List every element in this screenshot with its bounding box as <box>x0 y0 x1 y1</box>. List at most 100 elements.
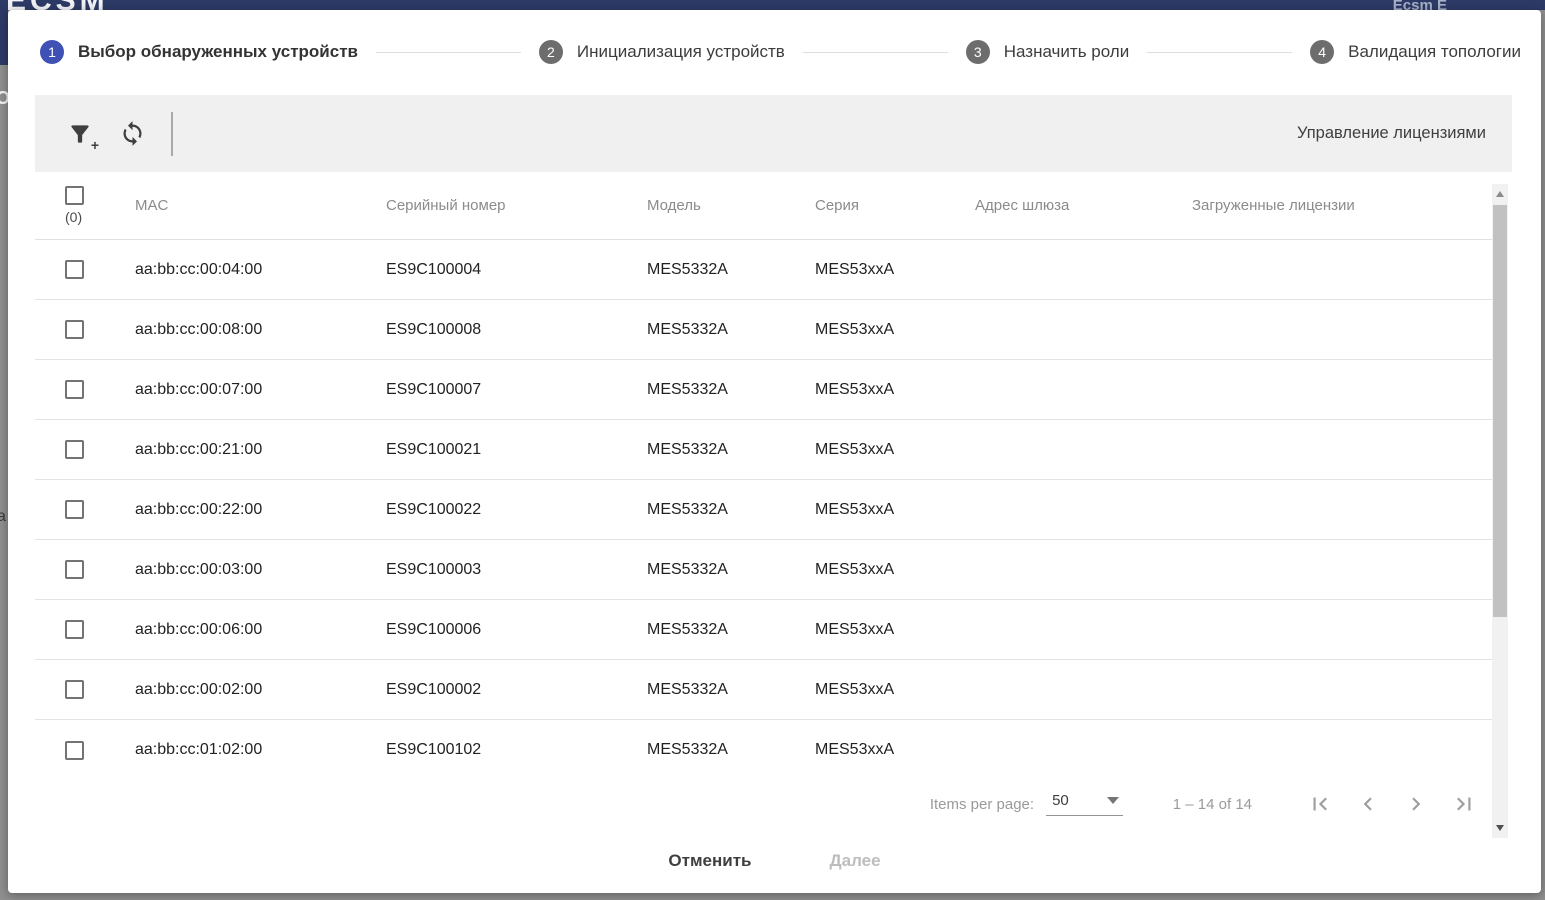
toolbar-divider <box>171 111 173 156</box>
first-page-button[interactable] <box>1296 784 1344 824</box>
cell-series: MES53xxA <box>815 320 895 338</box>
cell-mac: aa:bb:cc:00:02:00 <box>135 680 263 698</box>
cell-series: MES53xxA <box>815 680 895 698</box>
cell-model: MES5332A <box>647 741 728 758</box>
backdrop-text-fragment: a <box>0 508 6 525</box>
row-checkbox[interactable] <box>65 440 84 459</box>
wizard-stepper: 1 Выбор обнаруженных устройств 2 Инициал… <box>40 24 1521 80</box>
row-checkbox[interactable] <box>65 740 84 760</box>
selected-count: (0) <box>65 209 83 225</box>
filter-add-button[interactable]: + <box>65 119 99 152</box>
cell-series: MES53xxA <box>815 260 895 278</box>
column-header-series[interactable]: Серия <box>815 197 860 214</box>
cell-mac: aa:bb:cc:00:08:00 <box>135 320 263 338</box>
row-checkbox[interactable] <box>65 620 84 639</box>
next-page-icon <box>1403 791 1429 817</box>
cell-serial: ES9C100002 <box>386 680 482 698</box>
select-all-checkbox[interactable] <box>65 186 84 205</box>
filter-add-icon <box>67 121 93 147</box>
cell-series: MES53xxA <box>815 380 895 398</box>
backdrop-text-fragment: O <box>0 88 11 108</box>
next-button[interactable]: Далее <box>814 843 897 879</box>
row-checkbox[interactable] <box>65 560 84 579</box>
column-header-mac[interactable]: MAC <box>135 197 169 214</box>
cell-model: MES5332A <box>647 680 728 698</box>
table-row[interactable]: aa:bb:cc:00:21:00 ES9C100021 MES5332A ME… <box>35 420 1492 480</box>
cell-serial: ES9C100006 <box>386 620 482 638</box>
paginator-range: 1 – 14 of 14 <box>1172 795 1252 813</box>
step-select-devices[interactable]: 1 Выбор обнаруженных устройств <box>40 40 358 64</box>
last-page-button[interactable] <box>1440 784 1488 824</box>
refresh-button[interactable] <box>117 119 147 149</box>
cell-series: MES53xxA <box>815 500 895 518</box>
app-topbar: ECSM Ecsm E <box>0 0 1545 17</box>
table-row[interactable]: aa:bb:cc:00:08:00 ES9C100008 MES5332A ME… <box>35 300 1492 360</box>
items-per-page-label: Items per page: <box>929 795 1035 813</box>
step-number-badge: 3 <box>965 40 990 64</box>
table-row[interactable]: aa:bb:cc:00:03:00 ES9C100003 MES5332A ME… <box>35 540 1492 600</box>
device-wizard-dialog: 1 Выбор обнаруженных устройств 2 Инициал… <box>8 10 1541 893</box>
step-assign-roles[interactable]: 3 Назначить роли <box>965 40 1130 64</box>
step-number-badge: 4 <box>1310 40 1335 64</box>
cell-model: MES5332A <box>647 440 728 458</box>
table-row[interactable]: aa:bb:cc:00:06:00 ES9C100006 MES5332A ME… <box>35 600 1492 660</box>
table-body: aa:bb:cc:00:04:00 ES9C100004 MES5332A ME… <box>35 240 1492 780</box>
step-init-devices[interactable]: 2 Инициализация устройств <box>538 40 785 64</box>
column-header-licenses[interactable]: Загруженные лицензии <box>1192 197 1355 214</box>
stepper-connector <box>802 51 948 53</box>
cell-mac: aa:bb:cc:00:03:00 <box>135 560 263 578</box>
vertical-scrollbar[interactable] <box>1492 184 1508 838</box>
step-label: Инициализация устройств <box>576 42 785 61</box>
refresh-icon <box>119 120 146 147</box>
cell-series: MES53xxA <box>815 620 895 638</box>
stepper-connector <box>376 51 521 53</box>
table-row[interactable]: aa:bb:cc:00:22:00 ES9C100022 MES5332A ME… <box>35 480 1492 540</box>
paginator: Items per page: 50 1 – 14 of 14 <box>35 780 1492 828</box>
scroll-down-icon[interactable] <box>1492 820 1508 836</box>
cell-serial: ES9C100003 <box>386 560 482 578</box>
column-header-serial[interactable]: Серийный номер <box>386 197 506 214</box>
step-label: Назначить роли <box>1003 42 1130 61</box>
scroll-up-icon[interactable] <box>1492 186 1508 202</box>
devices-table: (0) MAC Серийный номер Модель Серия Адре… <box>35 172 1492 828</box>
step-label: Выбор обнаруженных устройств <box>78 42 358 61</box>
cell-mac: aa:bb:cc:01:02:00 <box>135 741 263 758</box>
next-page-button[interactable] <box>1392 784 1440 824</box>
table-toolbar: + Управление лицензиями <box>35 95 1512 172</box>
items-per-page-select[interactable]: 50 <box>1046 792 1123 816</box>
row-checkbox[interactable] <box>65 380 84 399</box>
scrollbar-thumb[interactable] <box>1493 205 1507 617</box>
table-row[interactable]: aa:bb:cc:00:07:00 ES9C100007 MES5332A ME… <box>35 360 1492 420</box>
cancel-button[interactable]: Отменить <box>652 843 767 879</box>
step-label: Валидация топологии <box>1348 42 1521 61</box>
row-checkbox[interactable] <box>65 680 84 699</box>
cell-serial: ES9C100102 <box>386 741 482 758</box>
cell-serial: ES9C100004 <box>386 260 482 278</box>
step-number-badge: 1 <box>40 40 64 64</box>
table-row[interactable]: aa:bb:cc:00:04:00 ES9C100004 MES5332A ME… <box>35 240 1492 300</box>
cell-serial: ES9C100008 <box>386 320 482 338</box>
cell-mac: aa:bb:cc:00:07:00 <box>135 380 263 398</box>
row-checkbox[interactable] <box>65 260 84 279</box>
cell-model: MES5332A <box>647 320 728 338</box>
cell-model: MES5332A <box>647 560 728 578</box>
table-header-row: (0) MAC Серийный номер Модель Серия Адре… <box>35 172 1492 240</box>
license-management-button[interactable]: Управление лицензиями <box>1297 124 1486 142</box>
step-validate-topology[interactable]: 4 Валидация топологии <box>1310 40 1521 64</box>
cell-serial: ES9C100021 <box>386 440 482 458</box>
table-row[interactable]: aa:bb:cc:01:02:00 ES9C100102 MES5332A ME… <box>35 720 1492 780</box>
column-header-gateway[interactable]: Адрес шлюза <box>975 197 1070 214</box>
cell-serial: ES9C100007 <box>386 380 482 398</box>
cell-model: MES5332A <box>647 500 728 518</box>
cell-series: MES53xxA <box>815 560 895 578</box>
table-row[interactable]: aa:bb:cc:00:02:00 ES9C100002 MES5332A ME… <box>35 660 1492 720</box>
row-checkbox[interactable] <box>65 500 84 519</box>
cell-model: MES5332A <box>647 620 728 638</box>
cell-mac: aa:bb:cc:00:21:00 <box>135 440 263 458</box>
prev-page-button[interactable] <box>1344 784 1392 824</box>
cell-mac: aa:bb:cc:00:22:00 <box>135 500 263 518</box>
caret-down-icon <box>1106 797 1119 804</box>
row-checkbox[interactable] <box>65 320 84 339</box>
column-header-model[interactable]: Модель <box>647 197 701 214</box>
last-page-icon <box>1451 791 1477 817</box>
